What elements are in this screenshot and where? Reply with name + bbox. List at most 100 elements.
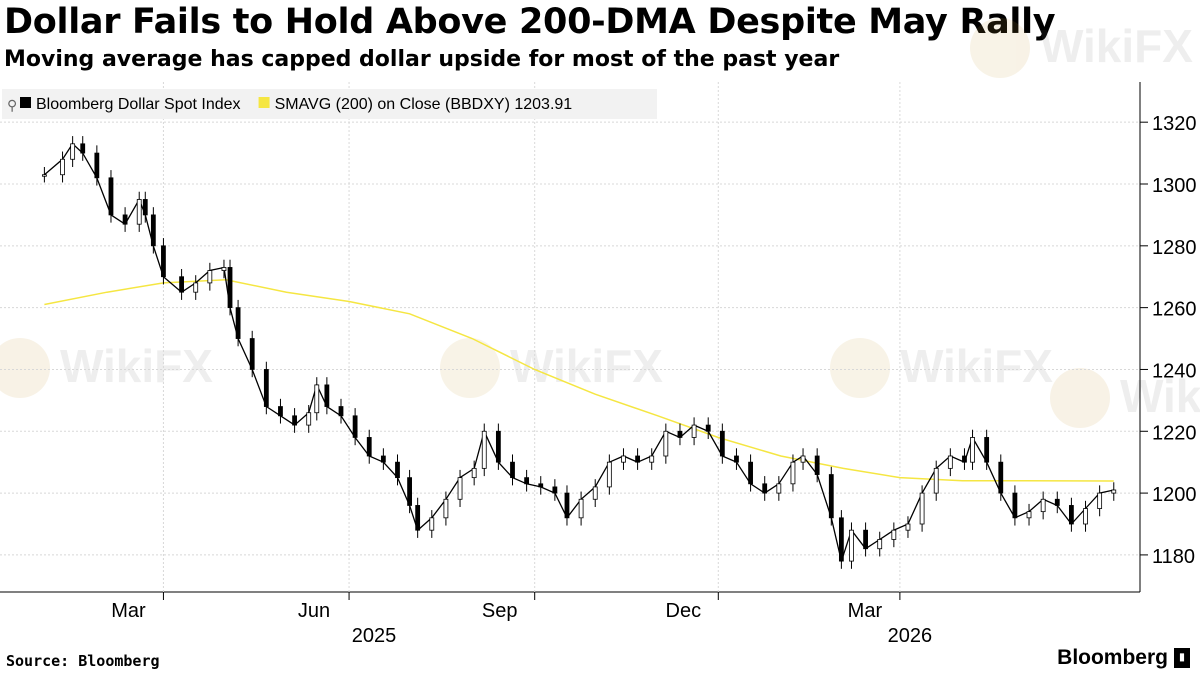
candle-body	[849, 529, 854, 562]
watermark-emblem-icon	[440, 338, 500, 398]
candle-body	[538, 483, 544, 488]
legend-swatch	[20, 97, 31, 108]
y-tick-label: 1180	[1152, 546, 1195, 568]
candle-body	[122, 214, 128, 225]
watermark-emblem-icon	[1050, 368, 1110, 428]
legend-background	[2, 89, 657, 119]
y-tick-label: 1260	[1152, 299, 1197, 321]
candle-body	[471, 467, 477, 479]
watermark-text: WikiFX	[60, 340, 213, 392]
candle-body	[552, 486, 558, 494]
candle-body	[278, 406, 283, 417]
x-year-label: 2025	[352, 625, 397, 647]
candle-body	[41, 174, 47, 177]
candle-body	[719, 430, 725, 457]
candle-body	[606, 461, 612, 488]
candle-body	[705, 424, 711, 432]
legend-label: SMAVG (200) on Close (BBDXY) 1203.91	[275, 96, 573, 113]
candle-body	[1097, 492, 1103, 509]
candle-body	[221, 267, 227, 271]
candle-body	[352, 415, 358, 438]
candle-body	[94, 152, 100, 179]
brand-name: Bloomberg	[1057, 646, 1168, 669]
candle-body	[814, 455, 820, 475]
watermark-emblem-icon	[970, 18, 1030, 78]
candle-body	[1111, 489, 1117, 494]
wikifx-watermark: WikiFX	[440, 338, 663, 398]
candle-body	[762, 483, 768, 494]
candle-body	[984, 437, 990, 463]
y-tick-label: 1280	[1152, 237, 1197, 259]
candle-body	[481, 430, 487, 469]
y-tick-label: 1220	[1152, 422, 1197, 444]
candle-body	[1054, 498, 1060, 506]
candle-body	[649, 455, 655, 463]
y-tick-label: 1320	[1152, 113, 1197, 135]
candle-body	[734, 455, 739, 463]
candle-body	[366, 437, 372, 457]
candle-body	[1026, 511, 1032, 519]
candle-body	[108, 177, 114, 216]
x-tick-label: Mar	[111, 600, 146, 622]
x-year-label: 2026	[888, 625, 933, 647]
candle-body	[314, 384, 320, 414]
candle-body	[415, 505, 421, 531]
candle-body	[380, 455, 386, 463]
candle-body	[249, 338, 255, 370]
candle-body	[207, 270, 213, 284]
candle-body	[1012, 492, 1018, 519]
wikifx-watermark: WikiFX	[830, 338, 1053, 398]
x-tick-label: Sep	[482, 600, 518, 622]
chart-subtitle: Moving average has capped dollar upside …	[4, 47, 840, 72]
candle-body	[776, 483, 782, 494]
candle-body	[407, 477, 412, 506]
x-tick-label: Jun	[298, 600, 330, 622]
candle-body	[227, 267, 233, 309]
wikifx-watermark: WikiFX	[970, 18, 1193, 78]
chart-legend: ⚲ Bloomberg Dollar Spot Index SMAVG (200) …	[2, 89, 657, 119]
candle-body	[962, 455, 967, 463]
candle-body	[663, 430, 669, 457]
candle-body	[429, 517, 435, 531]
candle-body	[863, 529, 868, 550]
candle-body	[919, 492, 925, 525]
candle-body	[60, 158, 65, 176]
candle-body	[395, 461, 400, 479]
candle-body	[998, 461, 1004, 494]
watermark-emblem-icon	[0, 338, 50, 398]
candle-body	[635, 455, 640, 463]
candle-body	[179, 276, 184, 293]
candle-body	[495, 430, 501, 463]
watermark-text: WikiFX	[510, 340, 663, 392]
x-tick-label: Mar	[848, 600, 883, 622]
candle-body	[1083, 508, 1088, 525]
candle-body	[70, 143, 76, 160]
brand-mark-icon: ▮	[1174, 648, 1190, 668]
y-tick-label: 1200	[1152, 484, 1197, 506]
candle-body	[933, 467, 939, 494]
candle-body	[324, 384, 330, 407]
candle-body	[578, 498, 584, 519]
watermark-text: WikiFX	[1120, 370, 1200, 422]
candle-body	[790, 461, 796, 485]
candle-body	[136, 199, 142, 225]
chart-title: Dollar Fails to Hold Above 200-DMA Despi…	[4, 2, 1056, 42]
x-tick-label: Dec	[666, 600, 702, 622]
candle-body	[621, 455, 626, 463]
candle-body	[1068, 505, 1074, 525]
legend-swatch	[258, 97, 270, 108]
candle-body	[891, 529, 897, 540]
candle-body	[193, 282, 199, 293]
y-tick-label: 1300	[1152, 175, 1197, 197]
candle-body	[457, 477, 463, 500]
candle-body	[161, 245, 166, 278]
candle-body	[564, 492, 570, 519]
y-tick-label: 1240	[1152, 360, 1197, 382]
candle-body	[80, 143, 86, 154]
candle-body	[838, 517, 844, 562]
legend-label: Bloomberg Dollar Spot Index	[36, 96, 241, 113]
candle-body	[877, 539, 883, 550]
watermark-text: WikiFX	[900, 340, 1053, 392]
legend-pin-icon: ⚲	[7, 97, 17, 113]
